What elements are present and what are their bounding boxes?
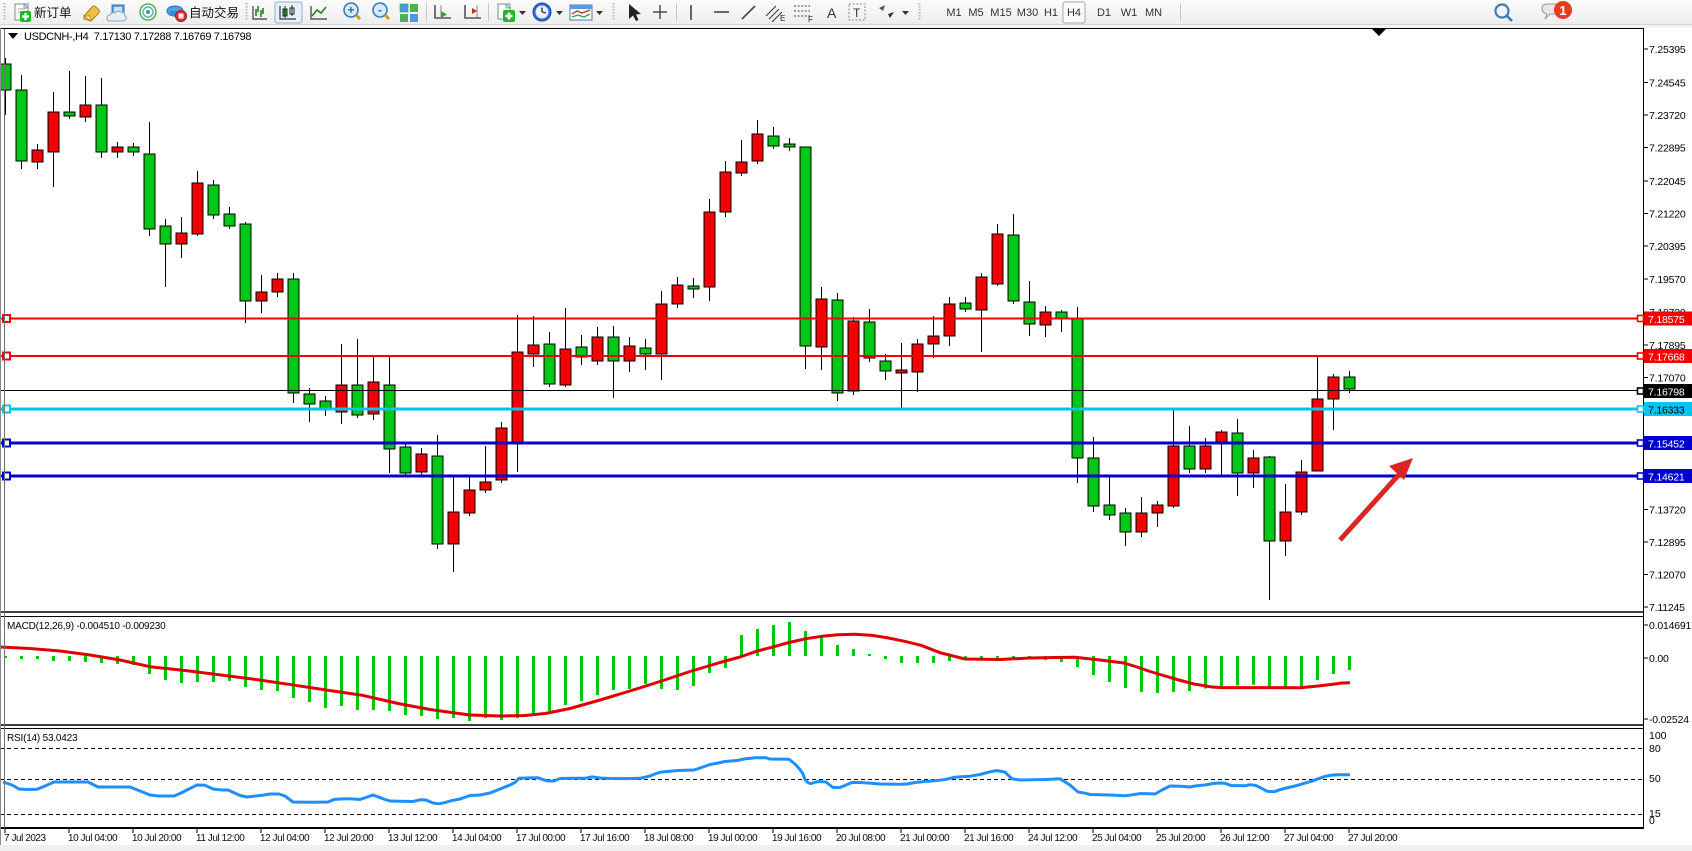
svg-text:21 Jul 16:00: 21 Jul 16:00 [964,833,1014,844]
svg-text:14 Jul 04:00: 14 Jul 04:00 [452,833,502,844]
svg-text:7.22045: 7.22045 [1649,176,1686,188]
svg-text:24 Jul 12:00: 24 Jul 12:00 [1028,833,1078,844]
svg-text:50: 50 [1649,773,1661,785]
svg-text:+: + [347,3,354,17]
svg-text:12 Jul 20:00: 12 Jul 20:00 [324,833,374,844]
svg-text:26 Jul 12:00: 26 Jul 12:00 [1220,833,1270,844]
svg-text:T: T [853,6,861,20]
svg-text:F: F [808,15,813,24]
svg-text:7.12895: 7.12895 [1649,537,1686,549]
svg-text:17 Jul 16:00: 17 Jul 16:00 [580,833,630,844]
svg-text:H4: H4 [1067,7,1081,19]
svg-text:7.21220: 7.21220 [1649,209,1686,221]
svg-text:17 Jul 00:00: 17 Jul 00:00 [516,833,566,844]
svg-text:7 Jul 2023: 7 Jul 2023 [4,833,47,844]
svg-text:18 Jul 08:00: 18 Jul 08:00 [644,833,694,844]
svg-text:80: 80 [1649,743,1661,755]
svg-text:21 Jul 00:00: 21 Jul 00:00 [900,833,950,844]
svg-text:10 Jul 04:00: 10 Jul 04:00 [68,833,118,844]
svg-text:W1: W1 [1121,7,1138,19]
svg-text:7.13720: 7.13720 [1649,505,1686,517]
svg-text:-0.02524: -0.02524 [1649,714,1689,726]
svg-text:7.25395: 7.25395 [1649,44,1686,56]
svg-text:10 Jul 20:00: 10 Jul 20:00 [132,833,182,844]
svg-text:19 Jul 16:00: 19 Jul 16:00 [772,833,822,844]
svg-text:7.17070: 7.17070 [1649,373,1686,385]
svg-text:7.17668: 7.17668 [1648,352,1685,364]
svg-text:-: - [378,3,382,17]
svg-text:新订单: 新订单 [34,5,72,20]
svg-text:A: A [827,5,837,21]
svg-text:E: E [780,14,785,23]
svg-text:MN: MN [1145,7,1162,19]
svg-text:1: 1 [1559,3,1566,18]
svg-text:11 Jul 12:00: 11 Jul 12:00 [196,833,245,844]
svg-text:7.16798: 7.16798 [1648,387,1685,399]
svg-text:7.12070: 7.12070 [1649,570,1686,582]
svg-text:USDCNH-,H4 7.17130 7.17288 7.: USDCNH-,H4 7.17130 7.17288 7.16769 7.167… [24,31,251,43]
svg-text:0.00: 0.00 [1649,653,1669,665]
svg-text:20 Jul 08:00: 20 Jul 08:00 [836,833,886,844]
svg-text:19 Jul 00:00: 19 Jul 00:00 [708,833,758,844]
svg-text:27 Jul 20:00: 27 Jul 20:00 [1348,833,1398,844]
svg-text:12 Jul 04:00: 12 Jul 04:00 [260,833,310,844]
svg-text:15: 15 [1649,808,1661,820]
svg-text:7.22895: 7.22895 [1649,143,1686,155]
svg-text:MACD(12,26,9) -0.004510 -0.009: MACD(12,26,9) -0.004510 -0.009230 [7,621,166,632]
svg-text:7.14621: 7.14621 [1648,472,1685,484]
svg-text:0.014691: 0.014691 [1649,620,1692,632]
svg-text:7.15452: 7.15452 [1648,439,1685,451]
svg-text:100: 100 [1649,730,1667,742]
svg-text:13 Jul 12:00: 13 Jul 12:00 [388,833,438,844]
svg-text:7.20395: 7.20395 [1649,241,1686,253]
svg-text:25 Jul 04:00: 25 Jul 04:00 [1092,833,1142,844]
svg-text:M30: M30 [1017,7,1038,19]
svg-text:7.16333: 7.16333 [1648,405,1685,417]
svg-text:RSI(14) 53.0423: RSI(14) 53.0423 [7,733,78,744]
svg-text:7.11245: 7.11245 [1649,602,1685,614]
svg-text:H1: H1 [1044,7,1058,19]
svg-text:M15: M15 [990,7,1011,19]
svg-text:7.23720: 7.23720 [1649,110,1686,122]
svg-text:25 Jul 20:00: 25 Jul 20:00 [1156,833,1206,844]
svg-text:M1: M1 [946,7,961,19]
svg-text:D1: D1 [1097,7,1111,19]
svg-text:0: 0 [1649,815,1655,827]
svg-text:M5: M5 [968,7,983,19]
svg-text:7.24545: 7.24545 [1649,78,1686,90]
svg-text:7.18575: 7.18575 [1648,314,1685,326]
svg-text:7.19570: 7.19570 [1649,274,1686,286]
svg-text:27 Jul 04:00: 27 Jul 04:00 [1284,833,1334,844]
svg-text:自动交易: 自动交易 [189,5,239,20]
